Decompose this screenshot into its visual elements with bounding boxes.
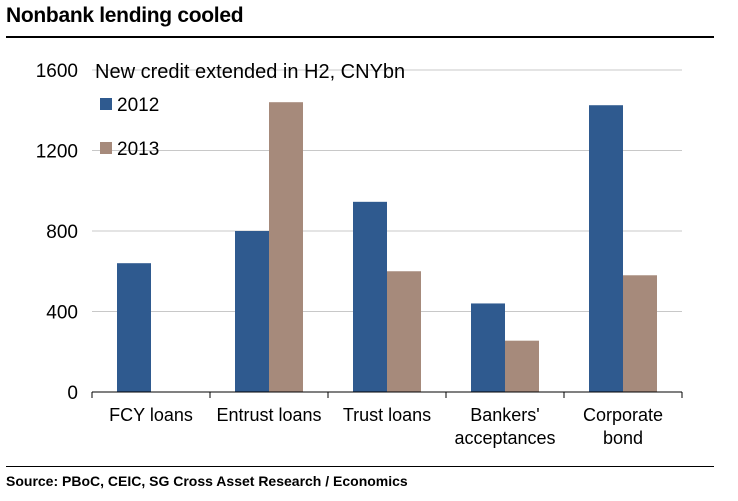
x-category-label: Bankers' bbox=[470, 405, 539, 425]
bar-2013-2 bbox=[387, 271, 421, 392]
legend: 2012 2013 bbox=[100, 95, 159, 160]
bar-chart: 0 400 800 1200 1600 FCY loans Entrust loans Tr… bbox=[36, 61, 683, 448]
x-category-label: Entrust loans bbox=[216, 405, 321, 425]
legend-label-2012: 2012 bbox=[117, 95, 159, 116]
x-category-label: Trust loans bbox=[343, 405, 431, 425]
y-tick-label: 1200 bbox=[36, 142, 78, 163]
y-tick-label: 0 bbox=[67, 383, 78, 404]
source-note: Source: PBoC, CEIC, SG Cross Asset Resea… bbox=[6, 473, 408, 489]
x-axis-ticks bbox=[91, 392, 683, 398]
bar-2012-3 bbox=[471, 303, 505, 392]
y-tick-label: 400 bbox=[46, 303, 78, 324]
source-divider bbox=[6, 466, 714, 467]
y-axis-tick-labels: 0 400 800 1200 1600 bbox=[36, 61, 78, 404]
legend-swatch-2013 bbox=[100, 142, 112, 154]
x-category-label: Corporate bbox=[583, 405, 663, 425]
page-title: Nonbank lending cooled bbox=[6, 4, 244, 27]
bars bbox=[117, 102, 657, 392]
legend-swatch-2012 bbox=[100, 98, 112, 110]
bar-2013-3 bbox=[505, 340, 539, 392]
bar-2012-2 bbox=[353, 201, 387, 392]
bar-2012-4 bbox=[589, 105, 623, 392]
x-category-label: bond bbox=[603, 428, 643, 448]
bar-2012-0 bbox=[117, 263, 151, 392]
x-category-label: FCY loans bbox=[109, 405, 193, 425]
bar-2013-4 bbox=[623, 275, 657, 392]
title-divider bbox=[6, 36, 714, 38]
chart-title: New credit extended in H2, CNYbn bbox=[95, 61, 405, 83]
y-tick-label: 800 bbox=[46, 222, 78, 243]
y-tick-label: 1600 bbox=[36, 61, 78, 82]
bar-2012-1 bbox=[235, 231, 269, 392]
legend-label-2013: 2013 bbox=[117, 139, 159, 160]
bar-2013-1 bbox=[269, 102, 303, 392]
x-category-label: acceptances bbox=[454, 428, 555, 448]
x-axis-category-labels: FCY loans Entrust loans Trust loans Bankers… bbox=[109, 405, 663, 448]
